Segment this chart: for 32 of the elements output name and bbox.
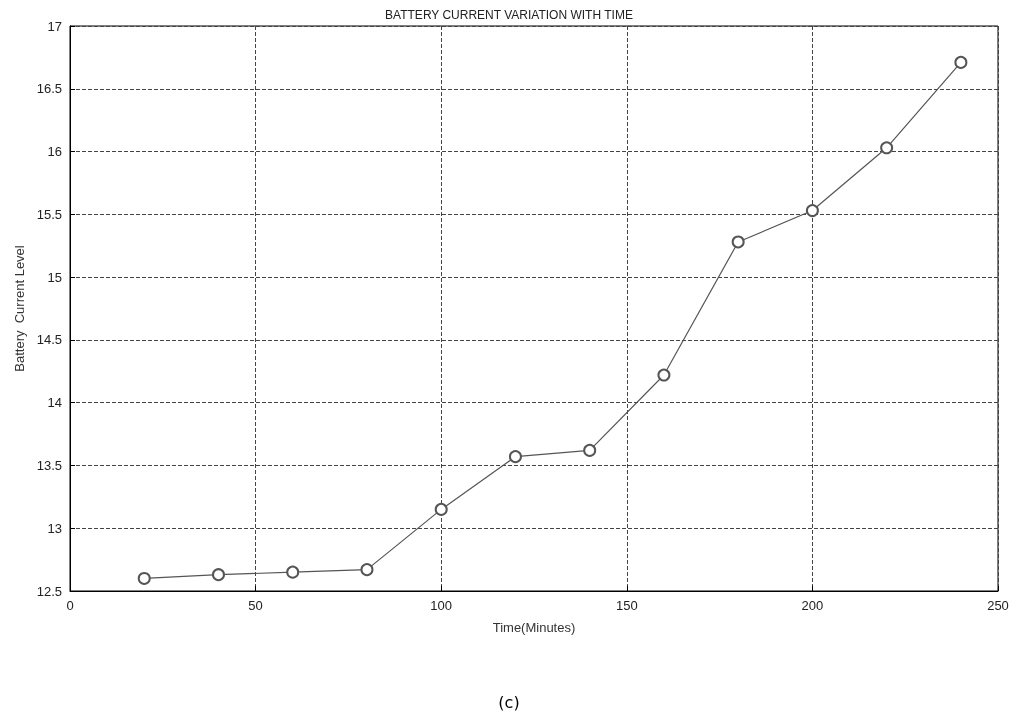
y-tick-label: 16 [47,144,62,160]
point [657,368,671,382]
x-tick-label: 100 [430,598,453,613]
y-tick-label: 14.5 [36,332,62,348]
point [805,204,819,218]
point [434,502,448,516]
point [137,571,151,585]
x-axis-title: Time(Minutes) [492,620,576,635]
y-tick-label: 12.5 [36,583,62,599]
y-tick-label: 13.5 [36,457,62,473]
y-tick-label: 14 [47,395,62,411]
x-tick-label: 0 [66,598,74,613]
point [583,443,597,457]
y-tick-label: 15 [47,269,62,285]
point [880,141,894,155]
y-tick-label: 16.5 [36,81,62,97]
y-axis-title: Battery Current Level [11,245,27,372]
point [731,235,745,249]
y-tick-label: 15.5 [36,206,62,222]
chart-title: BATTERY CURRENT VARIATION WITH TIME [385,8,633,22]
x-tick-label: 200 [801,598,824,613]
point [508,450,522,464]
point [286,565,300,579]
point [954,55,968,69]
x-tick-label: 50 [248,598,263,613]
point [211,568,225,582]
y-tick-label: 13 [47,520,62,536]
text: (c) [498,692,520,712]
point [360,563,374,577]
x-tick-label: 150 [615,598,638,613]
y-tick-label: 17 [47,18,62,34]
x-tick-label: 250 [987,598,1009,613]
